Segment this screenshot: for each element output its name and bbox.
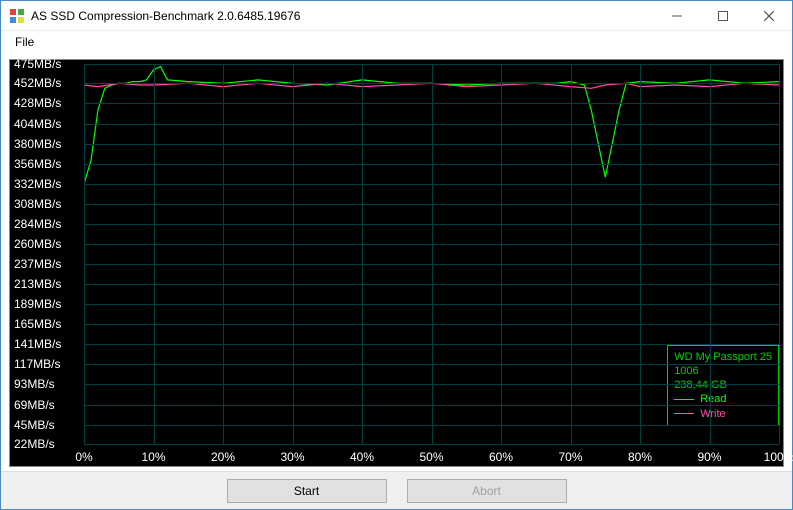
x-tick-label: 10% — [141, 450, 165, 464]
legend-drive-code: 1006 — [674, 364, 772, 378]
y-tick-label: 93MB/s — [14, 377, 55, 391]
gridline-v — [223, 64, 224, 444]
y-tick-label: 404MB/s — [14, 117, 61, 131]
x-tick-label: 20% — [211, 450, 235, 464]
x-tick-label: 100% — [764, 450, 793, 464]
button-row: Start Abort — [1, 471, 792, 509]
gridline-v — [571, 64, 572, 444]
y-tick-label: 428MB/s — [14, 96, 61, 110]
x-tick-label: 30% — [280, 450, 304, 464]
gridline-v — [84, 64, 85, 444]
gridline-h — [84, 444, 779, 445]
gridline-v — [501, 64, 502, 444]
y-tick-label: 141MB/s — [14, 337, 61, 351]
menubar: File — [1, 31, 792, 53]
y-tick-label: 475MB/s — [14, 57, 61, 71]
x-tick-label: 60% — [489, 450, 513, 464]
y-tick-label: 117MB/s — [14, 357, 60, 371]
gridline-v — [640, 64, 641, 444]
chart: WD My Passport 25 1006 238,44 GB Read Wr… — [9, 59, 784, 467]
gridline-v — [710, 64, 711, 444]
y-tick-label: 45MB/s — [14, 418, 55, 432]
y-tick-label: 237MB/s — [14, 257, 61, 271]
start-button[interactable]: Start — [227, 479, 387, 503]
y-tick-label: 69MB/s — [14, 398, 55, 412]
legend-write-label: Write — [700, 407, 725, 421]
y-tick-label: 452MB/s — [14, 76, 61, 90]
y-tick-label: 284MB/s — [14, 217, 61, 231]
window-buttons — [654, 1, 792, 30]
y-tick-label: 165MB/s — [14, 317, 61, 331]
y-tick-label: 332MB/s — [14, 177, 61, 191]
window-title: AS SSD Compression-Benchmark 2.0.6485.19… — [31, 9, 654, 23]
y-tick-label: 308MB/s — [14, 197, 61, 211]
gridline-v — [362, 64, 363, 444]
chart-area: WD My Passport 25 1006 238,44 GB Read Wr… — [1, 53, 792, 471]
x-tick-label: 90% — [697, 450, 721, 464]
x-tick-label: 40% — [350, 450, 374, 464]
x-tick-label: 70% — [558, 450, 582, 464]
legend-drive-name: WD My Passport 25 — [674, 350, 772, 364]
legend-read-swatch — [674, 399, 694, 400]
maximize-button[interactable] — [700, 1, 746, 30]
y-tick-label: 356MB/s — [14, 157, 61, 171]
minimize-button[interactable] — [654, 1, 700, 30]
gridline-v — [154, 64, 155, 444]
gridline-v — [293, 64, 294, 444]
x-tick-label: 50% — [419, 450, 443, 464]
menu-file[interactable]: File — [7, 33, 42, 51]
app-icon — [9, 8, 25, 24]
y-tick-label: 213MB/s — [14, 277, 61, 291]
close-button[interactable] — [746, 1, 792, 30]
gridline-v — [779, 64, 780, 444]
legend-write-swatch — [674, 413, 694, 414]
x-tick-label: 80% — [628, 450, 652, 464]
app-window: AS SSD Compression-Benchmark 2.0.6485.19… — [0, 0, 793, 510]
abort-button[interactable]: Abort — [407, 479, 567, 503]
y-tick-label: 22MB/s — [14, 437, 55, 451]
y-tick-label: 380MB/s — [14, 137, 61, 151]
y-tick-label: 189MB/s — [14, 297, 61, 311]
x-tick-label: 0% — [75, 450, 92, 464]
y-tick-label: 260MB/s — [14, 237, 61, 251]
gridline-v — [432, 64, 433, 444]
titlebar: AS SSD Compression-Benchmark 2.0.6485.19… — [1, 1, 792, 31]
